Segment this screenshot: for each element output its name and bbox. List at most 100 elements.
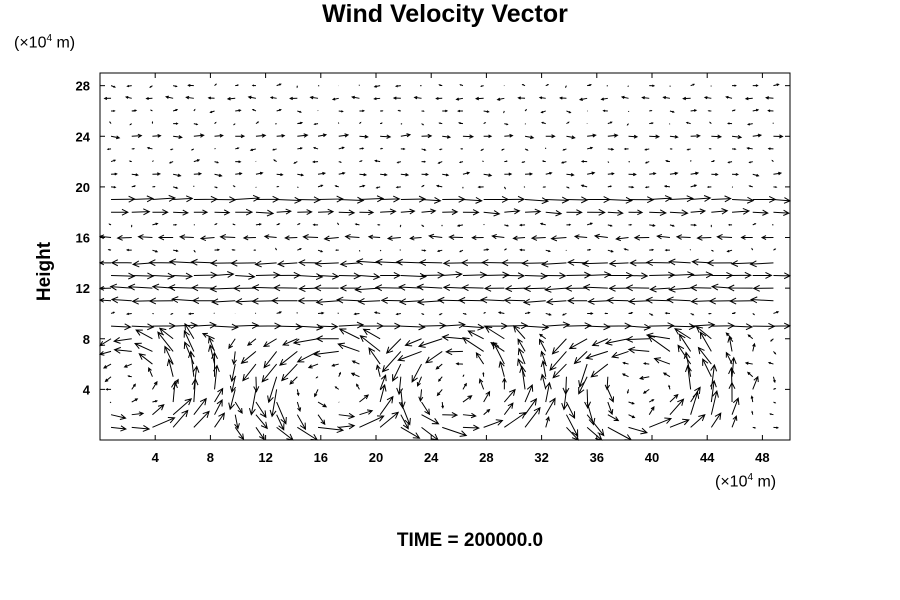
wind-vector [293, 161, 298, 164]
wind-vector [731, 397, 740, 415]
wind-vector [752, 313, 756, 316]
time-label: TIME = 200000.0 [396, 530, 544, 551]
wind-vector [500, 259, 526, 267]
wind-vector [621, 373, 629, 378]
wind-vector [669, 195, 694, 203]
wind-vector [421, 110, 425, 112]
wind-vector [669, 171, 679, 176]
wind-vector [208, 336, 216, 352]
wind-vector [334, 185, 339, 188]
x-tick: 12 [258, 73, 273, 465]
wind-vector [623, 147, 629, 151]
wind-vector [611, 350, 629, 359]
wind-vector [359, 322, 385, 330]
wind-vector [668, 123, 671, 125]
wind-vector [550, 235, 567, 242]
wind-vector [113, 346, 132, 354]
wind-vector [628, 311, 634, 315]
wind-vector [462, 271, 488, 279]
wind-vector [760, 235, 774, 241]
wind-vector [442, 426, 468, 437]
wind-vector [152, 272, 175, 280]
wind-vector [587, 248, 592, 251]
wind-vector [707, 312, 712, 315]
wind-vector [289, 376, 298, 385]
wind-vector [317, 414, 326, 426]
wind-vector [193, 159, 201, 163]
wind-vector [524, 397, 538, 415]
wind-vector [662, 372, 671, 378]
wind-vector [235, 147, 240, 150]
wind-vector [289, 96, 298, 101]
wind-vector [669, 323, 697, 331]
wind-vector [471, 235, 484, 241]
wind-vector [376, 223, 381, 226]
wind-vector [276, 260, 298, 268]
wind-vector [627, 85, 629, 88]
wind-vector [540, 260, 567, 268]
wind-vector [296, 85, 298, 89]
wind-vector [276, 426, 294, 441]
wind-vector [517, 96, 526, 100]
wind-vector [674, 328, 691, 340]
wind-vector [247, 338, 257, 346]
wind-vector [455, 362, 463, 366]
wind-vector [438, 312, 443, 316]
wind-vector [296, 414, 307, 431]
wind-vector [607, 172, 615, 176]
wind-vector [317, 249, 324, 253]
wind-vector [607, 322, 632, 330]
wind-vector [230, 259, 256, 267]
wind-vector [462, 196, 483, 204]
wind-vector [354, 285, 381, 293]
wind-vector [276, 401, 287, 425]
wind-vector [666, 296, 691, 304]
wind-vector [530, 235, 546, 241]
wind-vector [296, 401, 302, 413]
wind-vector [711, 271, 734, 279]
wind-vector [600, 97, 608, 101]
wind-vector [604, 312, 608, 315]
vector-field [98, 83, 792, 441]
wind-vector [400, 426, 421, 439]
wind-vector [668, 258, 691, 266]
wind-vector [649, 122, 654, 125]
wind-vector [767, 147, 774, 150]
wind-vector [335, 249, 339, 252]
wind-vector [525, 272, 548, 280]
wind-vector [253, 376, 260, 393]
wind-vector [669, 148, 673, 150]
wind-vector [106, 148, 112, 151]
wind-vector [110, 159, 117, 163]
wind-vector [628, 272, 649, 280]
wind-vector [254, 260, 277, 268]
wind-vector [359, 173, 368, 177]
wind-vector [435, 96, 443, 100]
wind-vector [192, 365, 200, 390]
wind-vector [732, 196, 755, 204]
wind-vector [131, 323, 155, 331]
wind-vector [773, 351, 777, 355]
wind-vector [356, 383, 360, 390]
wind-vector [272, 148, 277, 151]
wind-vector [193, 271, 218, 279]
wind-vector [773, 311, 780, 314]
wind-vector [273, 159, 277, 163]
wind-vector [730, 260, 753, 267]
wind-vector [183, 341, 195, 365]
wind-vector [98, 297, 112, 303]
wind-vector [152, 160, 154, 162]
wind-vector [234, 427, 245, 441]
wind-vector [400, 133, 412, 138]
wind-vector [307, 363, 319, 369]
wind-vector [504, 411, 527, 428]
wind-vector [201, 332, 215, 340]
wind-vector [675, 234, 691, 240]
wind-vector [242, 363, 257, 382]
wind-vector [458, 161, 464, 164]
wind-vector [400, 173, 410, 177]
wind-vector [663, 185, 671, 188]
wind-vector [578, 97, 588, 101]
wind-vector [226, 97, 236, 101]
wind-vector [317, 184, 324, 188]
